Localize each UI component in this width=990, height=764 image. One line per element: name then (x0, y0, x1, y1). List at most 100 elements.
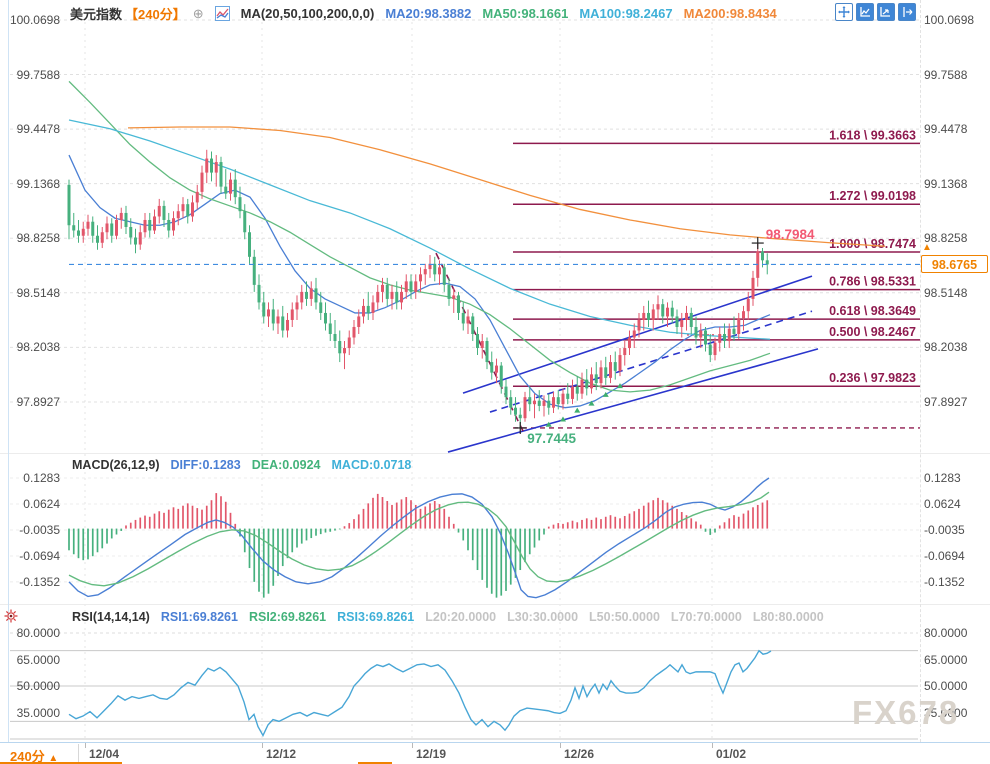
rsi-axis-label: 50.0000 (16, 679, 60, 693)
current-price-tag: 98.6765 (921, 255, 988, 274)
price-axis-label: 98.8258 (924, 231, 968, 246)
macd-axis-label: -0.0694 (19, 548, 60, 563)
diff-value: DIFF:0.1283 (170, 458, 241, 472)
svg-text:1.272 \ 99.0198: 1.272 \ 99.0198 (829, 189, 916, 203)
rsi-axis-label: 35.0000 (924, 705, 968, 720)
svg-text:98.7984: 98.7984 (766, 227, 815, 242)
macd-axis-label: -0.1352 (924, 574, 965, 589)
rsi-axis-label: 35.0000 (16, 705, 60, 720)
ma-params: MA(20,50,100,200,0,0) (240, 6, 375, 21)
svg-text:0.236 \ 97.9823: 0.236 \ 97.9823 (829, 371, 916, 385)
price-axis-label: 98.5148 (924, 285, 968, 300)
date-tick (262, 743, 263, 748)
ma50-value: MA50:98.1661 (482, 6, 569, 21)
date-tick (712, 743, 713, 748)
panel-separator (0, 604, 990, 605)
ma100-value: MA100:98.2467 (579, 6, 673, 21)
rsi-axis-label: 50.0000 (924, 679, 968, 693)
chart-toolbar (835, 3, 916, 21)
price-axis-label: 100.0698 (9, 13, 60, 27)
bottom-scroll-indicator[interactable] (358, 762, 392, 764)
axis-border (920, 0, 921, 742)
macd-axis-label: 0.0624 (23, 496, 60, 511)
price-axis-label: 99.4478 (16, 122, 60, 137)
rsi1-value: RSI1:69.8261 (160, 610, 238, 624)
price-axis-icon[interactable] (856, 3, 874, 21)
left-price-axis: 100.0698 99.7588 99.4478 99.1368 98.8258 98.5… (0, 0, 62, 742)
price-axis-label: 98.2038 (924, 340, 968, 355)
timeframe-underline (0, 762, 122, 764)
macd-axis-label: -0.0694 (924, 548, 965, 563)
date-label: 12/04 (89, 747, 120, 761)
l50-value: L50:50.0000 (589, 610, 660, 624)
time-axis-icon[interactable] (877, 3, 895, 21)
timeframe-up-arrow-icon: ▲ (48, 753, 59, 764)
price-axis-label: 97.8927 (16, 394, 60, 409)
timeframe-tab[interactable]: 240分 ▲ (10, 746, 58, 764)
l20-value: L20:20.0000 (425, 610, 497, 624)
collapse-panel-icon[interactable] (898, 3, 916, 21)
pan-icon[interactable] (835, 3, 853, 21)
macd-axis-label: -0.0035 (19, 522, 60, 537)
price-axis-label: 99.1368 (16, 176, 60, 191)
macd-axis-label: -0.0035 (924, 522, 965, 537)
macd-axis-label: 0.0624 (924, 496, 961, 511)
date-tick (560, 743, 561, 748)
symbol-name: 美元指数 (70, 7, 123, 22)
macd-axis-label: -0.1352 (19, 574, 60, 589)
rsi-axis-label: 80.0000 (16, 626, 60, 640)
divider (78, 744, 79, 764)
date-label: 12/19 (416, 747, 447, 761)
time-axis-bar: 240分 ▲ 12/04 12/12 12/19 12/26 01/02 (0, 742, 990, 764)
svg-text:0.618 \ 98.3649: 0.618 \ 98.3649 (829, 304, 916, 318)
price-axis-label: 100.0698 (924, 13, 975, 27)
date-tick (85, 743, 86, 748)
svg-text:0.786 \ 98.5331: 0.786 \ 98.5331 (829, 275, 916, 289)
l70-value: L70:70.0000 (670, 610, 742, 624)
macd-value: MACD:0.0718 (331, 458, 412, 472)
price-axis-label: 99.4478 (924, 122, 968, 137)
price-axis-label: 99.1368 (924, 176, 968, 191)
date-label: 12/12 (266, 747, 297, 761)
price-axis-label: 99.7588 (924, 67, 968, 82)
macd-header: MACD(26,12,9) DIFF:0.1283 DEA:0.0924 MAC… (72, 458, 411, 472)
left-border (8, 0, 9, 742)
svg-text:1.000 \ 98.7474: 1.000 \ 98.7474 (829, 237, 916, 251)
macd-axis-label: 0.1283 (924, 470, 961, 485)
main-chart-header: 美元指数 【240分】 ⊕ MA(20,50,100,200,0,0) MA20… (70, 4, 777, 23)
rsi-header: RSI(14,14,14) RSI1:69.8261 RSI2:69.8261 … (72, 610, 824, 624)
timeframe-label: 【240分】 (125, 7, 186, 22)
ma200-value: MA200:98.8434 (683, 6, 777, 21)
dea-value: DEA:0.0924 (251, 458, 321, 472)
price-axis-label: 98.2038 (16, 340, 60, 355)
svg-text:97.7445: 97.7445 (527, 431, 576, 446)
svg-text:1.618 \ 99.3663: 1.618 \ 99.3663 (829, 128, 916, 142)
date-label: 01/02 (716, 747, 747, 761)
price-axis-label: 98.5148 (16, 285, 60, 300)
price-axis-label: 97.8927 (924, 394, 968, 409)
macd-axis-label: 0.1283 (23, 470, 60, 485)
chart-type-icon[interactable] (214, 6, 230, 21)
l30-value: L30:30.0000 (507, 610, 579, 624)
rsi-params: RSI(14,14,14) (72, 610, 150, 624)
l80-value: L80:80.0000 (752, 610, 824, 624)
ma20-value: MA20:98.3882 (385, 6, 472, 21)
price-axis-label: 98.8258 (16, 231, 60, 246)
rsi-axis-label: 65.0000 (16, 652, 60, 667)
indicator-settings-icon[interactable] (3, 608, 19, 629)
price-up-arrow-icon: ▲ (922, 242, 932, 254)
rsi-axis-label: 65.0000 (924, 652, 968, 667)
rsi-axis-label: 80.0000 (924, 626, 968, 640)
date-label: 12/26 (564, 747, 595, 761)
right-price-axis[interactable]: 100.0698 99.7588 99.4478 99.1368 98.8258 98.5… (924, 0, 988, 742)
timeframe-tab-label: 240分 (10, 749, 45, 764)
rsi3-value: RSI3:69.8261 (337, 610, 415, 624)
watermark: FX678 (852, 694, 960, 731)
date-tick (412, 743, 413, 748)
macd-params: MACD(26,12,9) (72, 458, 160, 472)
panel-separator (0, 453, 990, 454)
price-axis-label: 99.7588 (16, 67, 60, 82)
add-indicator-icon[interactable]: ⊕ (192, 5, 204, 21)
